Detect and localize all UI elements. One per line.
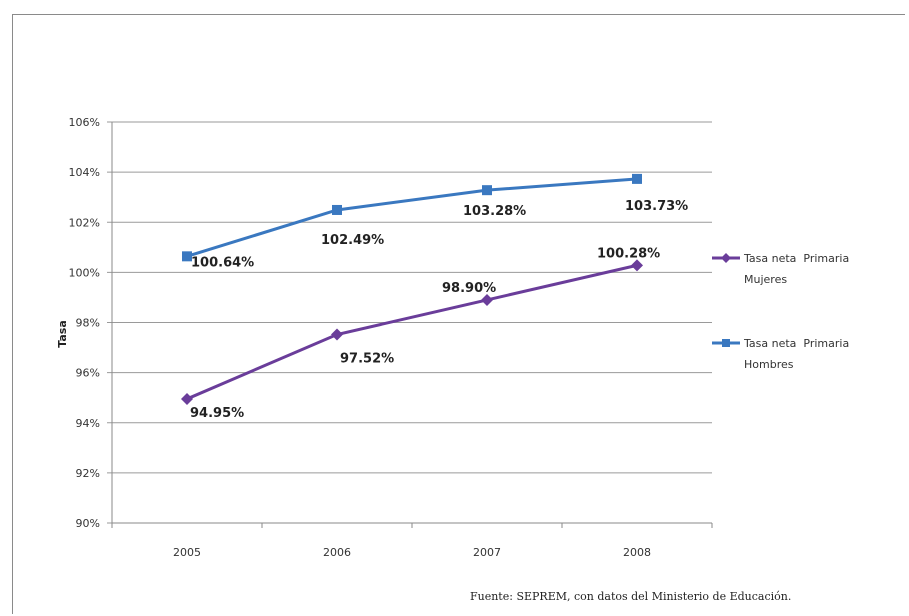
x-tick-label: 2008 <box>623 546 651 559</box>
axes: 90% 92% 94% 96% 98% 100% 102% 104% 106% 2005 2006 2… <box>69 116 713 559</box>
y-tick-label: 94% <box>76 417 100 430</box>
data-point-marker <box>481 293 493 306</box>
y-tick-label: 96% <box>76 367 100 380</box>
chart-frame <box>12 14 905 614</box>
series-line-1 <box>186 263 638 401</box>
data-point-marker <box>482 185 492 196</box>
source-note: Fuente: SEPREM, con datos del Ministerio… <box>470 590 792 603</box>
data-point-marker <box>332 204 342 215</box>
x-tick-label: 2006 <box>323 546 351 559</box>
data-point-marker <box>182 251 192 262</box>
y-tick-label: 102% <box>69 216 100 229</box>
legend-label: Hombres <box>744 358 794 371</box>
y-tick-label: 92% <box>76 467 100 480</box>
y-axis-label: Tasa <box>56 320 69 347</box>
legend: Tasa neta Primaria Mujeres Tasa neta Prima… <box>712 252 849 371</box>
data-labels: 94.95% 97.52% 98.90% 100.28% 100.64% 102.49% 1… <box>190 199 688 421</box>
x-tick-label: 2005 <box>173 546 201 559</box>
data-label: 100.28% <box>597 246 660 261</box>
data-label: 98.90% <box>442 281 496 296</box>
data-point-marker <box>181 392 193 405</box>
y-tick-label: 104% <box>69 166 100 179</box>
data-label: 103.73% <box>625 199 688 214</box>
data-label: 94.95% <box>190 406 244 421</box>
data-point-marker <box>631 259 643 272</box>
legend-label: Tasa neta Primaria <box>743 337 849 350</box>
data-label: 100.64% <box>191 255 254 270</box>
y-tick-label: 98% <box>76 317 100 330</box>
y-tick-label: 90% <box>76 517 100 530</box>
data-point-marker <box>632 173 642 184</box>
legend-marker <box>721 253 731 263</box>
legend-label: Mujeres <box>744 273 787 286</box>
data-label: 103.28% <box>463 204 526 219</box>
legend-marker <box>722 339 730 347</box>
series-layer <box>181 173 643 405</box>
data-label: 97.52% <box>340 352 394 367</box>
gridlines <box>112 121 712 524</box>
data-point-marker <box>331 328 343 341</box>
data-label: 102.49% <box>321 233 384 248</box>
y-tick-label: 100% <box>69 266 100 279</box>
x-tick-label: 2007 <box>473 546 501 559</box>
y-tick-label: 106% <box>69 116 100 129</box>
legend-label: Tasa neta Primaria <box>743 252 849 265</box>
series-line-2 <box>186 177 638 258</box>
